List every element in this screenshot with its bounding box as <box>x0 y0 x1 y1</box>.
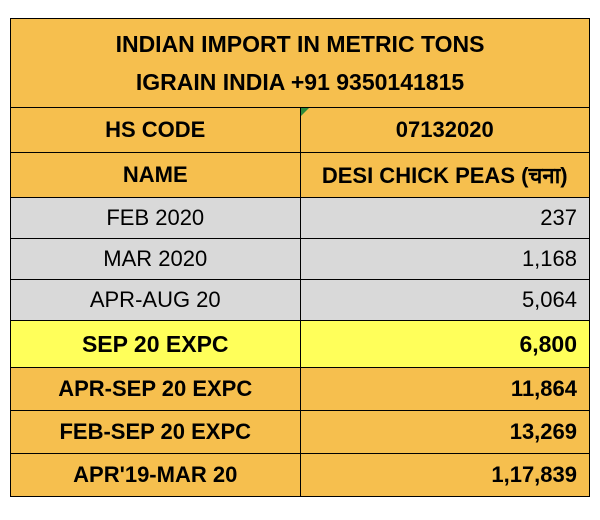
cell: 237 <box>299 197 590 239</box>
cell: NAME <box>10 152 301 198</box>
title-cell: INDIAN IMPORT IN METRIC TONS IGRAIN INDI… <box>10 18 590 108</box>
cell: 5,064 <box>299 279 590 321</box>
cell: MAR 2020 <box>10 238 301 280</box>
cell: 07132020 <box>299 107 590 153</box>
cell-marker <box>300 108 309 116</box>
cell: FEB-SEP 20 EXPC <box>10 410 301 454</box>
import-table-wrap: INDIAN IMPORT IN METRIC TONS IGRAIN INDI… <box>10 18 590 497</box>
row: SEP 20 EXPC 6,800 <box>10 320 590 368</box>
cell-text: 07132020 <box>395 117 494 142</box>
row: APR-AUG 20 5,064 <box>10 279 590 321</box>
row: NAME DESI CHICK PEAS (चना) <box>10 152 590 198</box>
row: MAR 2020 1,168 <box>10 238 590 280</box>
row: APR'19-MAR 20 1,17,839 <box>10 453 590 497</box>
cell: 1,17,839 <box>299 453 590 497</box>
title: INDIAN IMPORT IN METRIC TONS <box>115 31 485 57</box>
cell: FEB 2020 <box>10 197 301 239</box>
row: APR-SEP 20 EXPC 11,864 <box>10 367 590 411</box>
cell: APR-SEP 20 EXPC <box>10 367 301 411</box>
cell: 1,168 <box>299 238 590 280</box>
import-table: INDIAN IMPORT IN METRIC TONS IGRAIN INDI… <box>10 18 590 497</box>
cell: 6,800 <box>299 320 590 368</box>
cell: DESI CHICK PEAS (चना) <box>299 152 590 198</box>
cell: SEP 20 EXPC <box>10 320 301 368</box>
cell: APR-AUG 20 <box>10 279 301 321</box>
cell: 11,864 <box>299 367 590 411</box>
title-row: INDIAN IMPORT IN METRIC TONS IGRAIN INDI… <box>10 18 590 108</box>
row: FEB 2020 237 <box>10 197 590 239</box>
cell: 13,269 <box>299 410 590 454</box>
cell: HS CODE <box>10 107 301 153</box>
row: HS CODE 07132020 <box>10 107 590 153</box>
cell: APR'19-MAR 20 <box>10 453 301 497</box>
row: FEB-SEP 20 EXPC 13,269 <box>10 410 590 454</box>
subtitle: IGRAIN INDIA +91 9350141815 <box>135 69 465 95</box>
